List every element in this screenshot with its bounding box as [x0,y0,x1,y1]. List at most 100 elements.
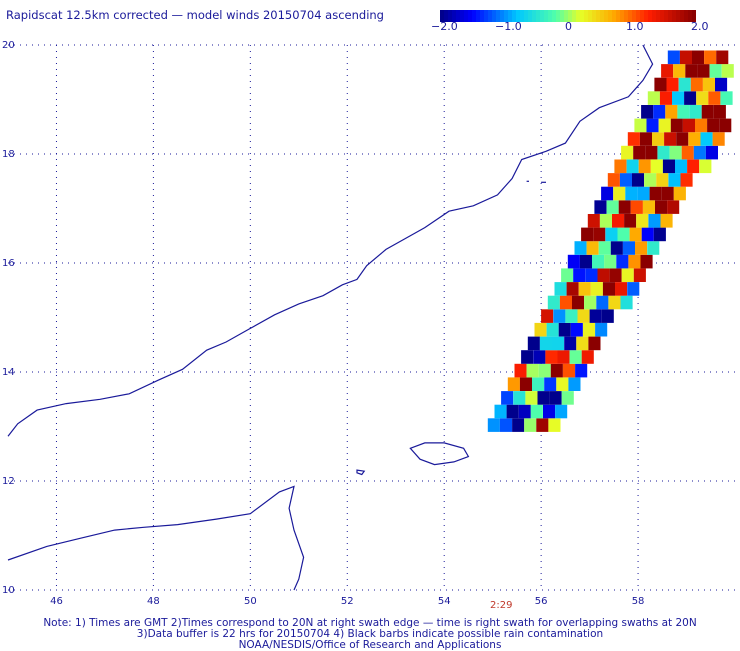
wind-cell [689,105,702,119]
wind-cell [659,91,672,105]
colorbar-segment [536,10,540,22]
wind-cell [630,200,643,214]
wind-cell [592,254,605,269]
wind-cell [507,377,520,391]
wind-cell [552,336,565,351]
wind-cell [675,159,688,174]
wind-cell [719,118,732,133]
wind-cell [608,295,621,310]
wind-cell [666,77,679,92]
wind-cell [634,118,647,133]
wind-cell [636,214,649,228]
wind-cell [693,145,706,160]
socotra-island [409,442,470,466]
wind-cell [678,77,691,92]
wind-cell [590,282,603,296]
wind-cell [690,77,703,92]
colorbar-segment [544,10,548,22]
colorbar-segment [452,10,456,22]
wind-cell [621,268,634,282]
wind-cell [713,105,726,119]
colorbar-segment [540,10,544,22]
wind-cell [657,145,670,160]
wind-cell [699,159,712,174]
colorbar-segment [644,10,648,22]
wind-cell [561,268,574,282]
colorbar-segment [692,10,696,22]
colorbar-segment [616,10,620,22]
wind-cell [662,159,675,174]
wind-cell [669,145,682,160]
wind-cell [687,159,700,174]
colorbar-label-neg2: −2.0 [431,20,458,33]
colorbar-segment [524,10,528,22]
wind-cell [579,254,592,269]
wind-cell [595,322,608,337]
wind-cell [613,186,626,201]
colorbar-segment [608,10,612,22]
wind-cell [704,50,717,65]
wind-difference-swath [487,50,734,432]
wind-cell [702,77,715,92]
wind-cell [616,254,629,269]
wind-cell [677,105,690,119]
wind-cell [604,254,617,269]
wind-cell [684,91,697,105]
colorbar-segment [528,10,532,22]
lon-tick-label: 46 [50,596,63,607]
wind-cell [661,186,674,201]
colorbar-segment [456,10,460,22]
wind-cell [532,377,545,391]
wind-cell [660,214,673,228]
lon-tick-label: 48 [147,596,160,607]
lat-tick-label: 18 [2,149,15,160]
wind-cell [628,254,641,269]
wind-cell [617,227,630,242]
wind-cell [565,309,578,323]
wind-cell [668,173,681,187]
graticule [8,44,735,591]
colorbar-segment [480,10,484,22]
colorbar-segment [684,10,688,22]
wind-cell [708,91,721,105]
colorbar-segment [548,10,552,22]
colorbar-segment [628,10,632,22]
wind-cell [541,309,554,323]
wind-cell [494,404,507,419]
wind-cell [705,145,718,160]
colorbar-segment [512,10,516,22]
wind-cell [612,214,625,228]
colorbar-segment [564,10,568,22]
wind-cell [581,350,594,364]
wind-cell [597,268,610,282]
colorbar [440,10,696,22]
wind-cell [650,159,663,174]
wind-cell [658,118,671,133]
colorbar-segment [672,10,676,22]
wind-cell [664,132,677,146]
wind-cell [524,418,537,432]
wind-cell [709,64,722,78]
wind-cell [695,118,708,133]
wind-cell [614,159,627,174]
wind-cell [554,282,567,296]
wind-cell [588,336,601,351]
lat-tick-label: 16 [2,258,15,269]
wind-cell [561,391,574,405]
wind-cell [667,50,680,65]
colorbar-segment [568,10,572,22]
wind-cell [700,132,713,146]
wind-cell [707,118,720,133]
wind-cell [602,282,615,296]
wind-cell [512,418,525,432]
wind-cell [670,118,683,133]
wind-cell [582,322,595,337]
wind-cell [646,118,659,133]
wind-cell [624,214,637,228]
colorbar-segment [588,10,592,22]
wind-cell [501,391,514,405]
wind-cell [673,186,686,201]
wind-cell [621,145,634,160]
wind-cell [546,322,559,337]
